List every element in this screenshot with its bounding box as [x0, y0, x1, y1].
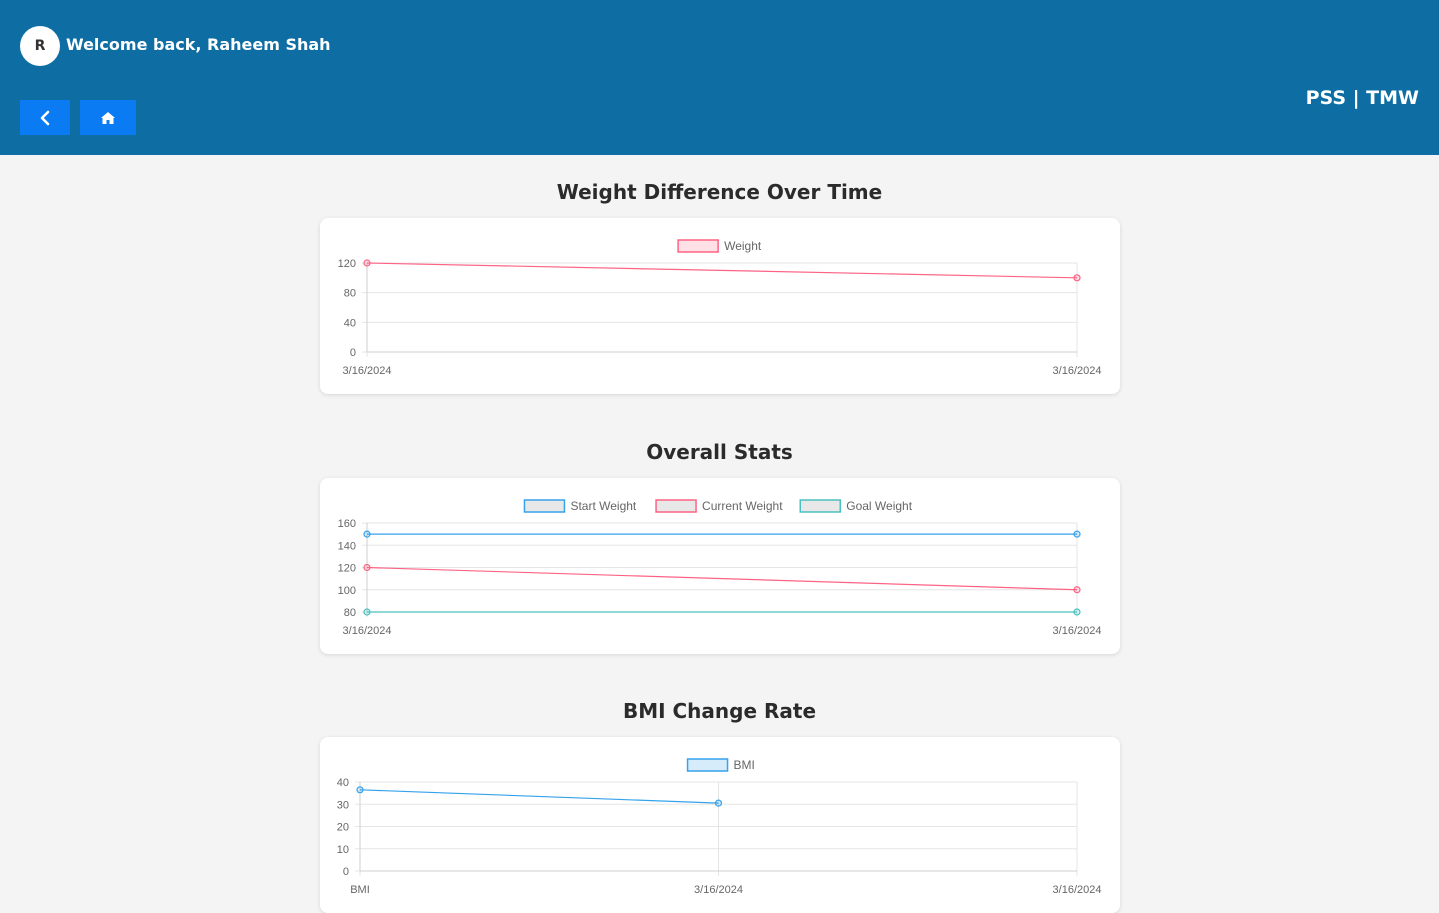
- legend-label: Weight: [724, 239, 762, 253]
- home-icon: [101, 111, 115, 124]
- x-tick-label: 3/16/2024: [1053, 884, 1102, 896]
- data-point[interactable]: [363, 530, 371, 538]
- y-tick-label: 40: [337, 777, 349, 789]
- y-tick-label: 20: [337, 822, 349, 834]
- legend-label: Start Weight: [570, 499, 636, 513]
- data-point[interactable]: [363, 259, 371, 267]
- data-point[interactable]: [363, 563, 371, 572]
- data-point[interactable]: [356, 786, 364, 794]
- y-tick-label: 10: [337, 844, 349, 856]
- top-header: R Welcome back, Raheem Shah PSS | TMW: [0, 0, 1439, 155]
- chart-card-overall-stats: Start Weight Current Weight Goal Weight 80 1…: [320, 478, 1120, 654]
- legend-label: Current Weight: [702, 499, 783, 513]
- y-tick-label: 0: [350, 347, 356, 359]
- y-tick-label: 0: [343, 866, 349, 878]
- line-chart: Weight 0 40 80 120 3/16/2024 3/16/2024: [338, 239, 1102, 377]
- back-button[interactable]: [20, 100, 70, 135]
- chart-title-weight-difference: Weight Difference Over Time: [556, 180, 883, 204]
- y-tick-label: 30: [337, 799, 349, 811]
- data-point[interactable]: [1073, 586, 1081, 594]
- legend-swatch: [523, 499, 566, 513]
- data-point[interactable]: [1073, 530, 1081, 538]
- series-line: [366, 262, 1078, 279]
- x-tick-label: 3/16/2024: [343, 365, 392, 377]
- series-line: [359, 789, 719, 804]
- series-line: [366, 566, 1078, 591]
- chart-card-bmi-change: BMI 0 10 20 30 40 BMI 3/16/2024 3/16/2024: [320, 737, 1120, 913]
- legend-label: BMI: [734, 758, 755, 772]
- y-tick-label: 120: [338, 563, 356, 575]
- legend-item[interactable]: BMI: [686, 758, 755, 772]
- data-point[interactable]: [363, 608, 371, 616]
- y-tick-label: 140: [338, 540, 356, 552]
- x-tick-label: 3/16/2024: [1053, 625, 1102, 637]
- legend-swatch: [655, 499, 697, 513]
- y-tick-label: 80: [344, 607, 356, 619]
- x-tick-label: 3/16/2024: [1053, 365, 1102, 377]
- legend-swatch: [677, 239, 719, 253]
- y-tick-label: 80: [344, 288, 356, 300]
- chart-title-overall-stats: Overall Stats: [646, 440, 793, 464]
- y-tick-label: 160: [338, 518, 356, 530]
- y-tick-label: 100: [338, 585, 356, 597]
- legend-swatch: [799, 499, 841, 513]
- data-point[interactable]: [1073, 608, 1081, 616]
- data-point[interactable]: [1073, 274, 1081, 282]
- legend-label: Goal Weight: [846, 499, 912, 513]
- chevron-left-icon: [40, 110, 50, 125]
- x-tick-label: 3/16/2024: [694, 884, 743, 896]
- data-point[interactable]: [714, 799, 723, 807]
- welcome-message: Welcome back, Raheem Shah: [66, 35, 331, 54]
- brand-logo-text: PSS | TMW: [1305, 87, 1419, 109]
- home-button[interactable]: [80, 100, 136, 135]
- legend-item[interactable]: Current Weight: [655, 499, 783, 513]
- y-tick-label: 120: [338, 258, 356, 270]
- x-tick-label: 3/16/2024: [343, 625, 392, 637]
- chart-title-bmi-change: BMI Change Rate: [622, 699, 817, 723]
- y-tick-label: 40: [344, 317, 356, 329]
- line-chart: Start Weight Current Weight Goal Weight 80 1…: [338, 499, 1102, 637]
- avatar[interactable]: R: [20, 26, 60, 66]
- legend-item[interactable]: Start Weight: [523, 499, 637, 513]
- legend-item[interactable]: Goal Weight: [799, 499, 913, 513]
- legend-swatch: [686, 758, 729, 772]
- legend-item[interactable]: Weight: [677, 239, 762, 253]
- chart-card-weight-difference: Weight 0 40 80 120 3/16/2024 3/16/2024: [320, 218, 1120, 394]
- x-tick-label: BMI: [350, 884, 370, 896]
